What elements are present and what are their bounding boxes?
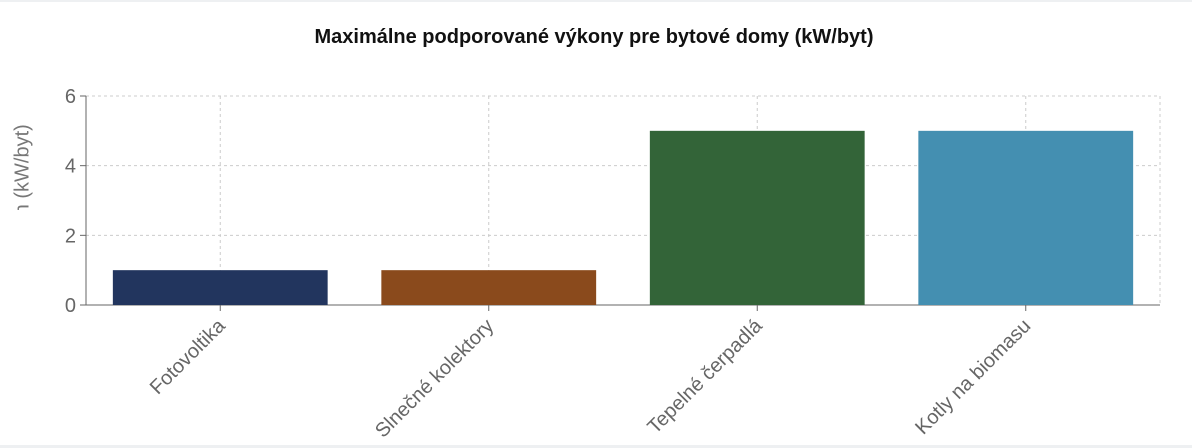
x-category-label: Slnečné kolektory (371, 315, 498, 442)
y-tick-label: 2 (65, 225, 76, 247)
x-category-label: Kotly na biomasu (911, 315, 1035, 439)
y-tick-label: 0 (65, 295, 76, 317)
bar (918, 130, 1134, 305)
top-divider (0, 0, 1192, 2)
y-tick-label: 4 (65, 156, 76, 178)
bar (649, 130, 865, 305)
x-category-label: Fotovoltika (146, 314, 231, 399)
bottom-divider (0, 445, 1192, 448)
y-tick-label: 6 (65, 86, 76, 108)
bar (381, 270, 597, 305)
axis-labels: 0 2 4 6 Fotovoltika Slnečné kolektory Tepelné … (65, 86, 1035, 442)
bars (112, 130, 1134, 305)
chart-title: Maximálne podporované výkony pre bytové … (314, 26, 874, 48)
bar (112, 270, 328, 305)
x-category-label: Tepelné čerpadlá (644, 314, 768, 438)
